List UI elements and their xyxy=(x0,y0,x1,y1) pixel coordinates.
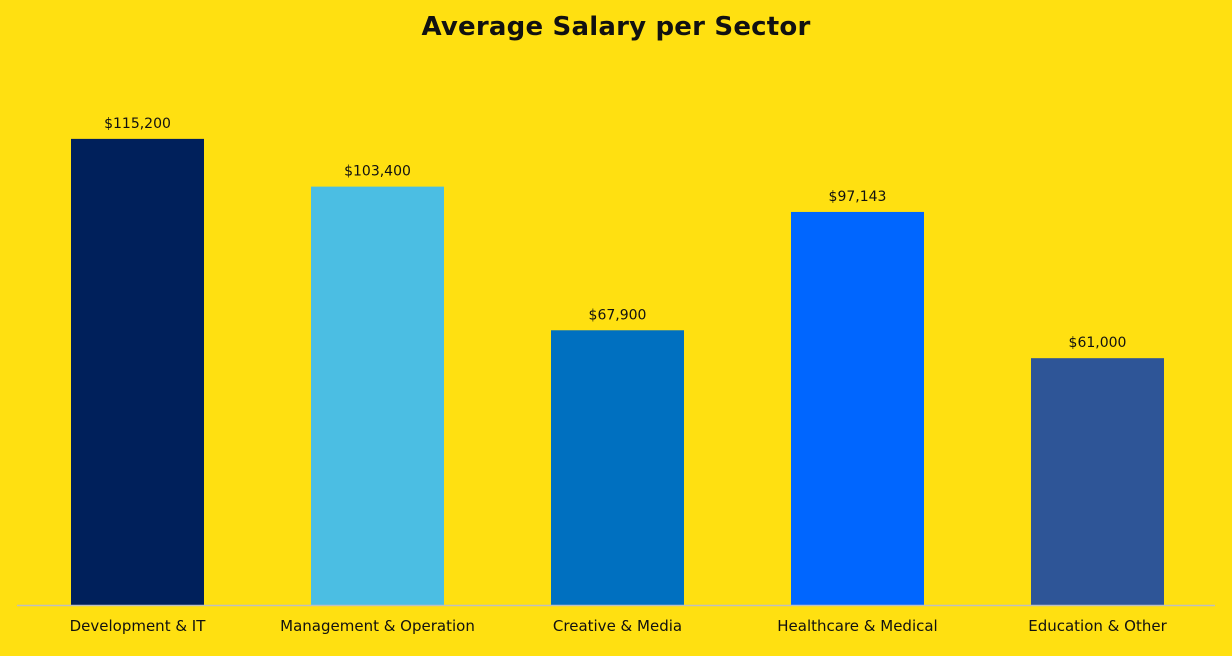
bar-4 xyxy=(1031,358,1164,605)
data-label-0: $115,200 xyxy=(104,116,171,132)
x-tick-label-4: Education & Other xyxy=(1028,617,1167,635)
bar-3 xyxy=(791,211,924,606)
x-tick-label-1: Management & Operation xyxy=(280,617,475,635)
x-tick-label-0: Development & IT xyxy=(70,617,207,635)
bar-1 xyxy=(311,186,444,605)
x-tick-label-2: Creative & Media xyxy=(553,617,682,635)
chart-title: Average Salary per Sector xyxy=(421,12,811,42)
data-label-2: $67,900 xyxy=(589,307,647,323)
data-label-3: $97,143 xyxy=(829,189,887,205)
bar-2 xyxy=(551,330,684,605)
data-label-1: $103,400 xyxy=(344,164,411,180)
x-tick-label-3: Healthcare & Medical xyxy=(777,617,937,635)
data-label-4: $61,000 xyxy=(1069,335,1127,351)
bar-0 xyxy=(71,138,204,606)
